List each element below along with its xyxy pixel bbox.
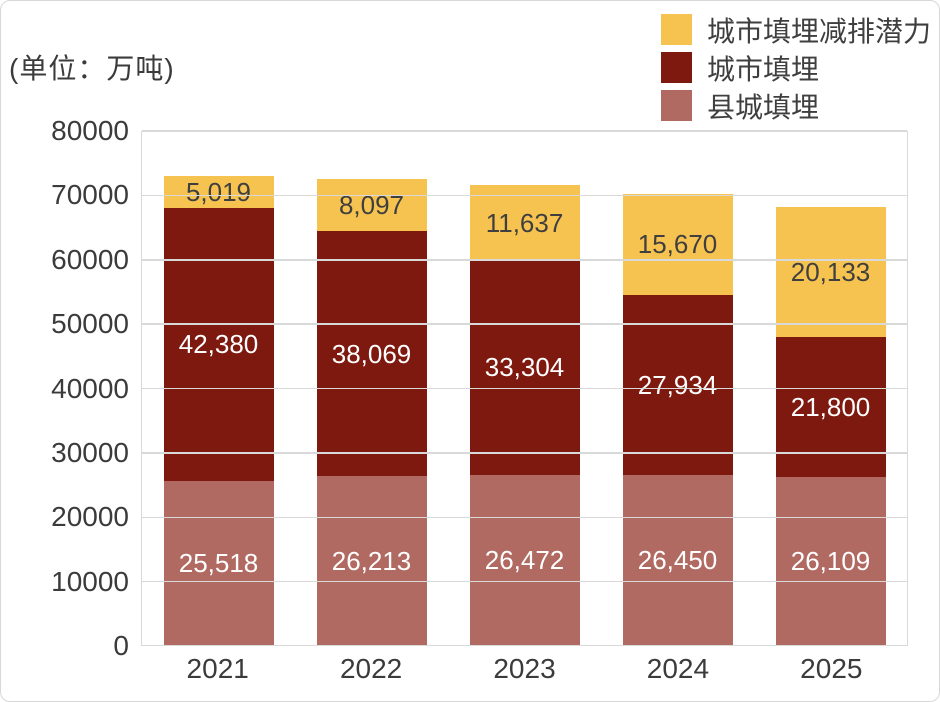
segment-value-label: 26,109 — [790, 545, 871, 576]
bar-segment: 33,304 — [469, 260, 580, 475]
legend-swatch-rose-icon — [660, 90, 692, 121]
segment-value-label: 26,450 — [637, 544, 718, 575]
legend-item-reduction-potential: 城市填埋减排潜力 — [660, 13, 931, 47]
unit-label: (单位：万吨) — [9, 53, 175, 84]
segment-value-label: 11,637 — [485, 207, 564, 238]
y-tick-label: 0 — [113, 630, 129, 661]
y-tick-label: 50000 — [51, 308, 129, 340]
y-tick-label: 30000 — [51, 436, 129, 468]
gridline — [142, 259, 907, 261]
segment-value-label: 25,518 — [178, 547, 259, 578]
bar-segment: 26,213 — [316, 476, 427, 645]
bar-segment: 20,133 — [775, 207, 886, 337]
gridline — [142, 323, 907, 325]
bar-slot: 5,019 42,380 25,518 — [142, 131, 295, 645]
bar-segment: 38,069 — [316, 231, 427, 477]
x-tick-label: 2023 — [493, 653, 556, 684]
segment-value-label: 8,097 — [338, 190, 405, 221]
legend-item-county-landfill: 县城填埋 — [660, 89, 931, 123]
y-axis-labels: 0 10000 20000 30000 40000 50000 60000 70000 8000… — [1, 115, 129, 661]
legend-label: 城市填埋 — [706, 53, 819, 85]
gridline — [142, 130, 907, 132]
stacked-bar-2023: 11,637 33,304 26,472 — [469, 185, 580, 645]
x-tick-label: 2022 — [339, 653, 403, 684]
bar-segment: 11,637 — [469, 185, 580, 261]
y-tick-label: 80000 — [51, 115, 129, 146]
bar-segment: 27,934 — [622, 294, 733, 475]
bar-slot: 15,670 27,934 26,450 — [601, 131, 754, 645]
y-tick-label: 70000 — [51, 179, 129, 211]
segment-value-label: 26,213 — [331, 545, 412, 576]
segment-value-label: 20,133 — [790, 256, 871, 287]
stacked-bar-2024: 15,670 27,934 26,450 — [622, 194, 733, 645]
legend-label: 县城填埋 — [706, 91, 819, 123]
bar-slots: 5,019 42,380 25,518 8,097 38,069 26,213 11,637… — [142, 131, 907, 645]
y-tick-label: 20000 — [51, 501, 129, 533]
bar-segment: 26,450 — [622, 474, 733, 645]
bar-segment: 26,472 — [469, 474, 580, 645]
segment-value-label: 33,304 — [484, 352, 565, 383]
bar-segment: 26,109 — [775, 476, 886, 645]
bar-segment: 15,670 — [622, 194, 733, 295]
bar-segment: 5,019 — [163, 175, 274, 208]
legend-swatch-gold-icon — [660, 14, 692, 45]
segment-value-label: 26,472 — [484, 544, 565, 575]
segment-value-label: 5,019 — [185, 176, 252, 207]
segment-value-label: 15,670 — [637, 229, 718, 260]
bar-slot: 20,133 21,800 26,109 — [754, 131, 907, 645]
x-tick-label: 2021 — [186, 653, 249, 684]
stacked-bar-2021: 5,019 42,380 25,518 — [163, 175, 274, 645]
bar-segment: 25,518 — [163, 480, 274, 645]
segment-value-label: 42,380 — [178, 329, 259, 360]
stacked-bar-2025: 20,133 21,800 26,109 — [775, 207, 886, 645]
legend-item-city-landfill: 城市填埋 — [660, 51, 931, 85]
stacked-bar-2022: 8,097 38,069 26,213 — [316, 179, 427, 645]
bar-slot: 11,637 33,304 26,472 — [448, 131, 601, 645]
legend: 城市填埋减排潜力 城市填埋 县城填埋 — [660, 13, 931, 123]
legend-label: 城市填埋减排潜力 — [706, 15, 931, 47]
gridline — [142, 452, 907, 454]
x-tick-label: 2025 — [800, 653, 863, 684]
segment-value-label: 27,934 — [637, 369, 718, 400]
y-tick-label: 10000 — [51, 565, 129, 597]
plot-area: 5,019 42,380 25,518 8,097 38,069 26,213 11,637… — [141, 130, 908, 646]
bar-slot: 8,097 38,069 26,213 — [295, 131, 448, 645]
gridline — [142, 580, 907, 583]
bar-segment: 8,097 — [316, 179, 427, 232]
gridline — [142, 387, 907, 390]
gridline — [142, 194, 907, 197]
legend-swatch-dark-red-icon — [660, 52, 692, 83]
gridline — [142, 516, 907, 518]
y-tick-label: 40000 — [51, 372, 129, 404]
bar-segment: 42,380 — [163, 207, 274, 481]
segment-value-label: 21,800 — [790, 391, 871, 422]
segment-value-label: 38,069 — [331, 338, 412, 369]
x-axis-labels: 2021 2022 2023 2024 2025 — [141, 653, 908, 685]
bar-segment: 21,800 — [775, 336, 886, 477]
x-tick-label: 2024 — [646, 653, 710, 684]
y-tick-label: 60000 — [51, 243, 129, 275]
